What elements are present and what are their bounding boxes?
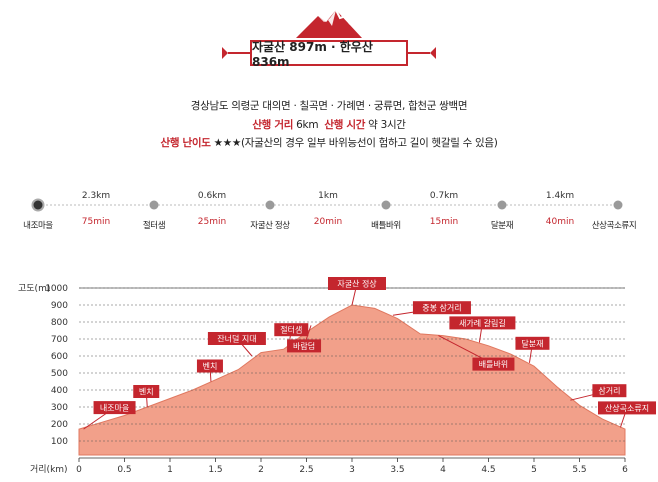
- y-tick-label: 400: [51, 386, 68, 396]
- page-title: 자굴산 897m · 한우산 836m: [250, 40, 408, 69]
- header: 자굴산 897m · 한우산 836m: [0, 0, 658, 80]
- route-stop-dot: [497, 200, 507, 210]
- route-stop-label: 자굴산 정상: [250, 221, 290, 231]
- segment-distance: 0.7km: [429, 191, 459, 201]
- segment-distance: 0.6km: [197, 191, 227, 201]
- x-tick-label: 1: [167, 465, 173, 475]
- annotation-label: 자굴산 정상: [337, 279, 377, 289]
- annotation-label: 잔너덜 지대: [217, 334, 256, 344]
- annotation-tag: [287, 339, 322, 353]
- difficulty-label: 산행 난이도: [160, 137, 211, 149]
- annotation-tag: [592, 384, 627, 398]
- distance-label: 산행 거리: [252, 119, 294, 131]
- route-stop-label: 절터샘: [142, 221, 166, 231]
- time-value: 약 3시간: [368, 119, 406, 131]
- annotation-label: 달분재: [521, 339, 543, 348]
- y-axis-label: 고도(m): [18, 284, 50, 294]
- route-track: [31, 198, 623, 212]
- distance-time-line: 산행 거리 6km 산행 시간 약 3시간: [0, 117, 658, 132]
- segment-time: 25min: [197, 217, 227, 227]
- annotation-tag: [449, 316, 516, 330]
- segment-distance: 2.3km: [81, 191, 111, 201]
- x-axis-label: 거리(km): [30, 464, 68, 475]
- distance-value: 6km: [296, 119, 319, 131]
- annotation-tag: [93, 401, 136, 415]
- segment-time: 15min: [429, 217, 459, 227]
- route-stop-dot: [149, 200, 159, 210]
- annotation-label: 삼거리: [598, 386, 620, 396]
- y-tick-label: 800: [51, 318, 68, 328]
- annotation-label: 내조마을: [100, 404, 129, 413]
- x-tick-label: 1.5: [208, 465, 222, 475]
- annotation-tag: [207, 332, 266, 345]
- y-tick-label: 500: [51, 369, 68, 379]
- annotation-tag: [515, 336, 550, 350]
- y-tick-label: 1000: [45, 284, 68, 294]
- x-tick-label: 3: [349, 465, 355, 475]
- annotation-label: 벤치: [203, 361, 218, 371]
- annotation-tag: [274, 323, 309, 337]
- annotation-tag: [328, 277, 386, 290]
- difficulty-value: ★★★(자굴산의 경우 일부 바위능선이 험하고 길이 헷갈릴 수 있음): [213, 137, 498, 149]
- x-tick-label: 2: [258, 465, 264, 475]
- route-stop-dot: [381, 200, 391, 210]
- x-tick-label: 2.5: [299, 465, 313, 475]
- annotation-tag: [598, 401, 656, 415]
- x-tick-label: 0: [76, 465, 82, 475]
- route-stop-dot: [265, 200, 275, 210]
- difficulty-line: 산행 난이도 ★★★(자굴산의 경우 일부 바위능선이 험하고 길이 헷갈릴 수…: [0, 135, 658, 150]
- annotation-tag: [196, 359, 223, 373]
- annotation-label: 중봉 삼거리: [422, 303, 461, 313]
- segment-distance: 1km: [318, 191, 338, 201]
- x-tick-label: 4: [440, 465, 446, 475]
- route-stop-label: 내조마을: [23, 221, 53, 231]
- x-tick-label: 3.5: [390, 465, 404, 475]
- route-stop-label: 달분재: [490, 221, 514, 231]
- annotation-tag: [472, 357, 515, 371]
- elevation-area: [78, 304, 626, 456]
- route-start-dot: [31, 198, 45, 212]
- y-tick-label: 900: [51, 301, 68, 311]
- segment-time: 20min: [313, 217, 343, 227]
- annotation-label: 새가례 갈림길: [459, 318, 506, 328]
- annotation-label: 절터샘: [280, 326, 302, 335]
- x-tick-label: 0.5: [117, 465, 131, 475]
- route-stop-label: 산상곡소류지: [591, 221, 637, 231]
- annotation-tag: [412, 301, 471, 315]
- x-tick-label: 5.5: [572, 465, 586, 475]
- annotation-label: 바람덤: [293, 341, 315, 351]
- y-tick-label: 100: [51, 437, 68, 447]
- route-stop-label: 배틀바위: [371, 221, 401, 231]
- y-tick-label: 200: [51, 420, 68, 430]
- annotation-label: 산상곡소류지: [605, 403, 649, 413]
- segment-time: 40min: [545, 217, 575, 227]
- segment-time: 75min: [81, 217, 111, 227]
- y-tick-label: 700: [51, 335, 68, 345]
- y-tick-label: 300: [51, 403, 68, 413]
- x-tick-label: 4.5: [481, 465, 495, 475]
- route-end-dot: [613, 200, 623, 210]
- y-tick-label: 600: [51, 352, 68, 362]
- segment-distance: 1.4km: [545, 191, 575, 201]
- annotation-tag: [133, 385, 160, 398]
- annotation-label: 배틀바위: [479, 359, 508, 369]
- annotation-label: 벤치: [139, 387, 154, 397]
- x-tick-label: 5: [531, 465, 537, 475]
- time-label: 산행 시간: [324, 119, 366, 131]
- location-text: 경상남도 의령군 대의면 · 칠곡면 · 가례면 · 궁류면, 합천군 쌍백면: [190, 100, 468, 112]
- x-tick-label: 6: [622, 465, 628, 475]
